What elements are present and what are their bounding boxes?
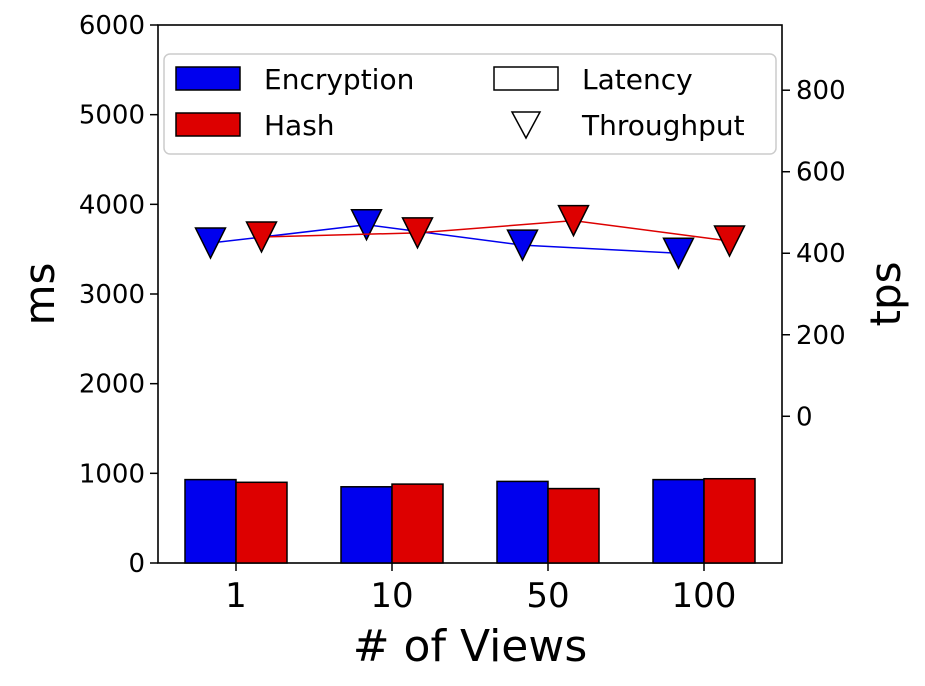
x-axis-title: # of Views <box>353 621 588 672</box>
y-tick-label: 1000 <box>79 459 145 489</box>
bar-encryption-1 <box>184 478 237 564</box>
x-tick-label: 50 <box>526 576 569 616</box>
y-right-tick-label: 0 <box>796 402 813 432</box>
marker-encryption-50 <box>506 229 539 262</box>
x-tick-label: 100 <box>672 576 737 616</box>
legend: Encryption Hash Latency Throughput <box>163 53 777 155</box>
marker-hash-1 <box>245 221 278 254</box>
legend-swatch-hash <box>175 112 241 137</box>
legend-swatch-encryption <box>175 66 241 91</box>
left-axis-ticks: 0 1000 2000 3000 4000 5000 6000 <box>79 11 158 579</box>
throughput-lines <box>194 204 746 270</box>
bar-encryption-10 <box>340 486 393 564</box>
y-tick-label: 0 <box>128 549 145 579</box>
marker-encryption-100 <box>662 237 695 270</box>
bar-encryption-100 <box>652 478 705 564</box>
legend-label-throughput: Throughput <box>581 109 745 142</box>
bar-hash-1 <box>235 481 288 564</box>
marker-hash-50 <box>557 204 590 238</box>
bar-encryption-50 <box>496 480 549 564</box>
y-right-tick-label: 200 <box>796 321 846 351</box>
x-tick-label: 10 <box>370 576 413 616</box>
x-axis-ticks: 1 10 50 100 <box>225 563 736 616</box>
line-hash-throughput <box>261 219 730 242</box>
bar-hash-100 <box>703 477 756 564</box>
y-right-tick-label: 600 <box>796 158 846 188</box>
y-right-tick-label: 400 <box>796 239 846 269</box>
marker-encryption-1 <box>194 227 227 260</box>
marker-hash-10 <box>401 217 434 250</box>
legend-box <box>163 53 777 155</box>
legend-swatch-latency <box>493 66 559 91</box>
y-tick-label: 5000 <box>79 101 145 131</box>
bar-hash-50 <box>547 487 600 564</box>
x-tick-label: 1 <box>225 576 247 616</box>
y-right-tick-label: 800 <box>796 76 846 106</box>
y-tick-label: 6000 <box>79 11 145 41</box>
marker-encryption-10 <box>350 208 383 242</box>
legend-label-encryption: Encryption <box>264 63 414 96</box>
marker-hash-100 <box>713 225 746 258</box>
y-axis-title: ms <box>15 263 64 326</box>
latency-bars <box>184 477 756 564</box>
line-encryption-throughput <box>210 223 679 254</box>
y-tick-label: 3000 <box>79 280 145 310</box>
right-axis-ticks: 0 200 400 600 800 <box>782 76 846 432</box>
legend-label-hash: Hash <box>264 109 335 142</box>
bar-hash-10 <box>391 483 444 564</box>
y-tick-label: 4000 <box>79 190 145 220</box>
y-axis-right-title: tps <box>861 261 910 326</box>
y-tick-label: 2000 <box>79 370 145 400</box>
legend-marker-throughput <box>510 111 542 140</box>
legend-label-latency: Latency <box>582 63 693 96</box>
